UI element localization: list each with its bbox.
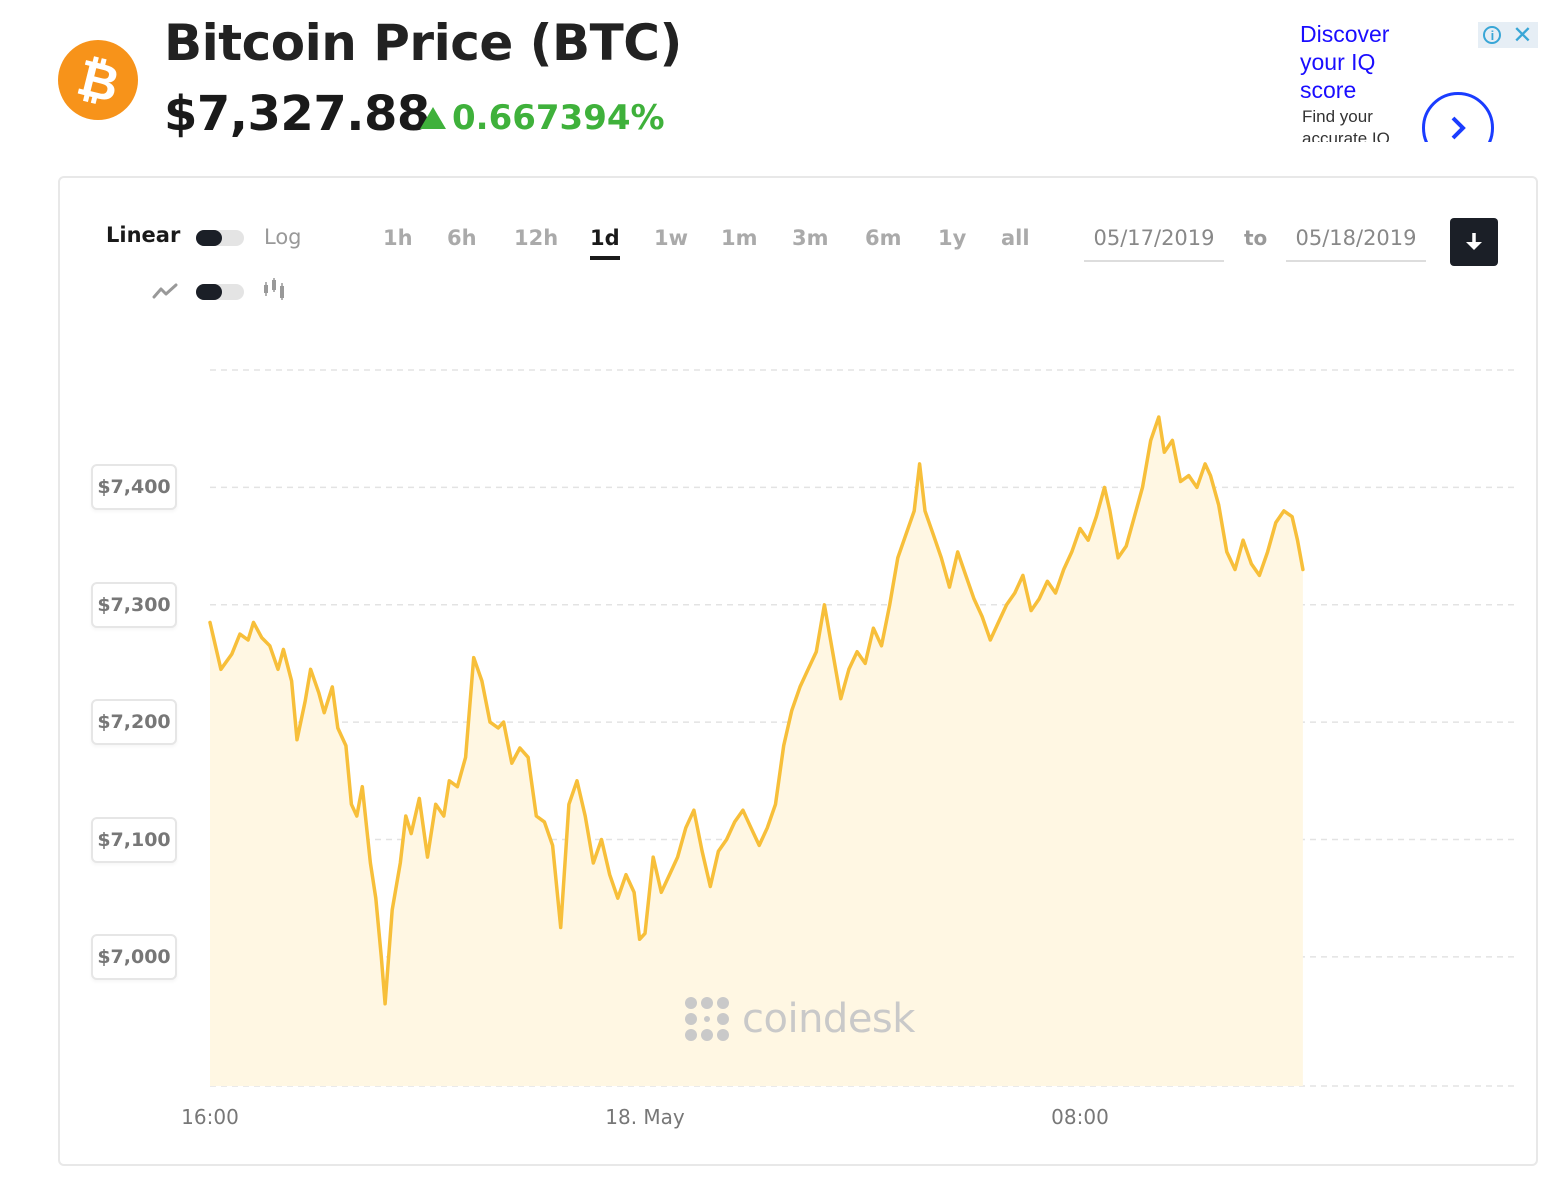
range-all[interactable]: all (1001, 226, 1030, 250)
price-change-value: 0.667394% (452, 98, 665, 138)
y-tick-label: $7,400 (91, 464, 177, 511)
current-price: $7,327.88 (164, 86, 430, 142)
x-tick-label: 18. May (605, 1105, 685, 1129)
range-1w[interactable]: 1w (654, 226, 689, 250)
range-6m[interactable]: 6m (865, 226, 902, 250)
toggle-knob (196, 230, 222, 246)
y-tick-label: $7,000 (91, 933, 177, 980)
date-from-input[interactable]: 05/17/2019 (1084, 224, 1224, 262)
line-chart-icon[interactable] (152, 282, 178, 300)
range-1y[interactable]: 1y (938, 226, 967, 250)
x-tick-label: 08:00 (1051, 1105, 1109, 1129)
date-to-input[interactable]: 05/18/2019 (1286, 224, 1426, 262)
ad-subtext: Find your accurate IQ (1302, 107, 1390, 142)
price-area-fill (210, 417, 1303, 1086)
watermark-text: coindesk (742, 996, 915, 1042)
up-arrow-icon (420, 107, 446, 129)
coindesk-logo-icon (685, 997, 729, 1041)
y-tick-label: $7,200 (91, 699, 177, 746)
ad-arrow-button[interactable] (1422, 92, 1494, 142)
chart-type-toggle[interactable] (196, 284, 244, 300)
ad-headline[interactable]: Discover your IQ score (1300, 21, 1390, 103)
scale-log-label[interactable]: Log (264, 225, 302, 249)
y-tick-label: $7,100 (91, 816, 177, 863)
scale-linear-label[interactable]: Linear (106, 223, 181, 247)
close-icon[interactable]: ✕ (1512, 21, 1533, 49)
toggle-knob (196, 284, 222, 300)
page-title: Bitcoin Price (BTC) (164, 14, 682, 72)
y-tick-label: $7,300 (91, 581, 177, 628)
download-arrow-icon (1466, 233, 1482, 250)
price-line (208, 415, 1305, 1006)
ad-choices[interactable]: i ✕ (1478, 22, 1538, 48)
advertisement[interactable]: Discover your IQ score Find your accurat… (1300, 18, 1540, 142)
range-1m[interactable]: 1m (721, 226, 758, 250)
range-1h[interactable]: 1h (383, 226, 413, 250)
coindesk-watermark: coindesk (684, 996, 915, 1042)
info-icon[interactable]: i (1483, 26, 1502, 44)
candlestick-icon[interactable] (262, 278, 290, 300)
price-change: 0.667394% (420, 98, 665, 138)
bitcoin-logo-icon: ₿ (58, 40, 138, 120)
range-3m[interactable]: 3m (792, 226, 829, 250)
chevron-right-icon (1451, 116, 1466, 140)
scale-toggle[interactable] (196, 230, 244, 246)
range-12h[interactable]: 12h (514, 226, 559, 250)
range-1d[interactable]: 1d (590, 226, 620, 260)
range-6h[interactable]: 6h (447, 226, 477, 250)
download-button[interactable] (1450, 218, 1498, 266)
x-tick-label: 16:00 (181, 1105, 239, 1129)
date-to-label: to (1244, 226, 1268, 250)
